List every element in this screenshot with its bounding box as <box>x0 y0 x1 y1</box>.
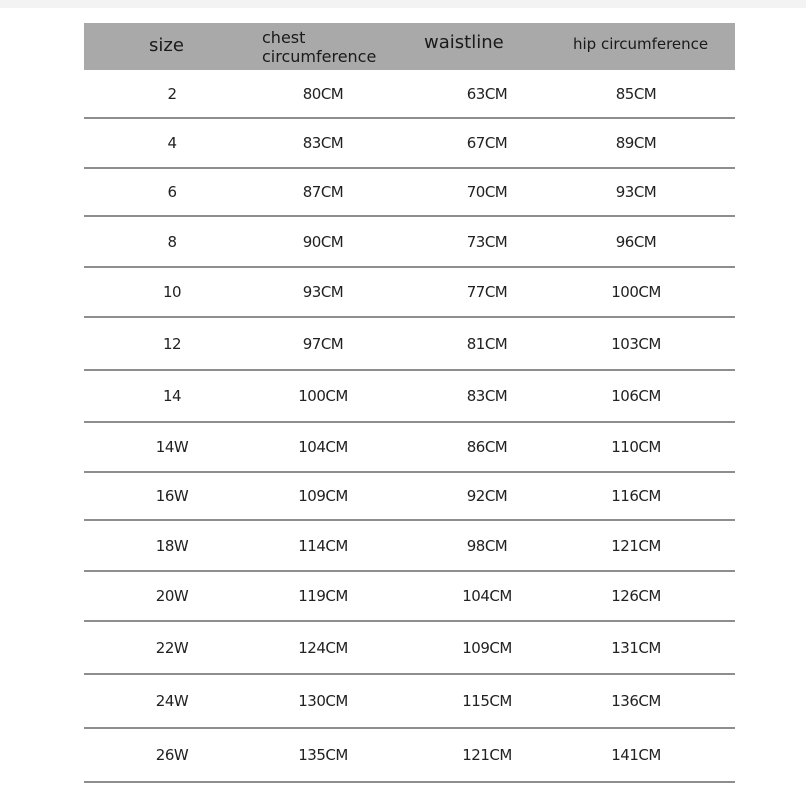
table-header: size chest circumference waistline hip c… <box>84 23 735 70</box>
chest-cell: 90CM <box>302 232 344 251</box>
hip-cell: 141CM <box>611 746 661 764</box>
waist-cell: 115CM <box>462 692 512 710</box>
table-row: 14W 104CM 86CM 110CM <box>84 423 735 473</box>
hip-cell: 100CM <box>611 283 661 301</box>
waist-cell: 92CM <box>466 487 508 505</box>
chest-cell: 130CM <box>298 692 348 710</box>
waist-cell: 70CM <box>466 183 508 201</box>
chest-cell: 104CM <box>298 438 348 456</box>
chest-cell: 100CM <box>298 387 348 405</box>
table-row: 6 87CM 70CM 93CM <box>84 169 735 217</box>
chest-cell: 93CM <box>302 283 344 301</box>
size-cell: 22W <box>155 638 189 657</box>
chest-cell: 80CM <box>302 84 344 103</box>
waist-cell: 109CM <box>462 638 512 657</box>
table-row: 8 90CM 73CM 96CM <box>84 217 735 268</box>
header-size: size <box>149 35 184 56</box>
table-row: 20W 119CM 104CM 126CM <box>84 572 735 622</box>
size-cell: 20W <box>155 587 189 605</box>
table-row: 22W 124CM 109CM 131CM <box>84 622 735 675</box>
hip-cell: 89CM <box>615 134 657 152</box>
size-cell: 10 <box>162 283 182 301</box>
hip-cell: 136CM <box>611 692 661 710</box>
waist-cell: 86CM <box>466 438 508 456</box>
hip-cell: 116CM <box>611 487 661 505</box>
hip-cell: 96CM <box>615 232 657 251</box>
hip-cell: 131CM <box>611 638 661 657</box>
header-chest: chest circumference <box>262 28 377 66</box>
waist-cell: 73CM <box>466 232 508 251</box>
chest-cell: 83CM <box>302 134 344 152</box>
size-cell: 16W <box>155 487 189 505</box>
chest-cell: 109CM <box>298 487 348 505</box>
table-row: 16W 109CM 92CM 116CM <box>84 473 735 521</box>
table-row: 14 100CM 83CM 106CM <box>84 371 735 423</box>
hip-cell: 126CM <box>611 587 661 605</box>
size-cell: 14W <box>155 438 189 456</box>
header-waist: waistline <box>424 32 504 53</box>
chest-cell: 124CM <box>298 638 348 657</box>
hip-cell: 85CM <box>615 84 657 103</box>
size-cell: 6 <box>167 183 177 201</box>
waist-cell: 67CM <box>466 134 508 152</box>
header-hip: hip circumference <box>573 35 709 53</box>
table-row: 12 97CM 81CM 103CM <box>84 318 735 371</box>
table-row: 4 83CM 67CM 89CM <box>84 119 735 169</box>
top-strip <box>0 0 806 8</box>
waist-cell: 104CM <box>462 587 512 605</box>
size-cell: 8 <box>167 232 177 251</box>
chest-cell: 87CM <box>302 183 344 201</box>
waist-cell: 77CM <box>466 283 508 301</box>
waist-cell: 121CM <box>462 746 512 764</box>
size-cell: 26W <box>155 746 189 764</box>
size-cell: 14 <box>162 387 182 405</box>
size-chart-table: size chest circumference waistline hip c… <box>84 23 735 783</box>
waist-cell: 63CM <box>466 84 508 103</box>
table-row: 18W 114CM 98CM 121CM <box>84 521 735 572</box>
size-cell: 2 <box>167 84 177 103</box>
chest-cell: 97CM <box>302 334 344 353</box>
waist-cell: 83CM <box>466 387 508 405</box>
chest-cell: 119CM <box>298 587 348 605</box>
waist-cell: 81CM <box>466 334 508 353</box>
hip-cell: 106CM <box>611 387 661 405</box>
hip-cell: 121CM <box>611 536 661 555</box>
table-row: 10 93CM 77CM 100CM <box>84 268 735 318</box>
hip-cell: 110CM <box>611 438 661 456</box>
size-cell: 18W <box>155 536 189 555</box>
size-cell: 4 <box>167 134 177 152</box>
hip-cell: 103CM <box>611 334 661 353</box>
table-row: 24W 130CM 115CM 136CM <box>84 675 735 729</box>
table-row: 2 80CM 63CM 85CM <box>84 70 735 119</box>
chest-cell: 114CM <box>298 536 348 555</box>
size-cell: 12 <box>162 334 182 353</box>
waist-cell: 98CM <box>466 536 508 555</box>
hip-cell: 93CM <box>615 183 657 201</box>
table-row: 26W 135CM 121CM 141CM <box>84 729 735 783</box>
size-cell: 24W <box>155 692 189 710</box>
chest-cell: 135CM <box>298 746 348 764</box>
